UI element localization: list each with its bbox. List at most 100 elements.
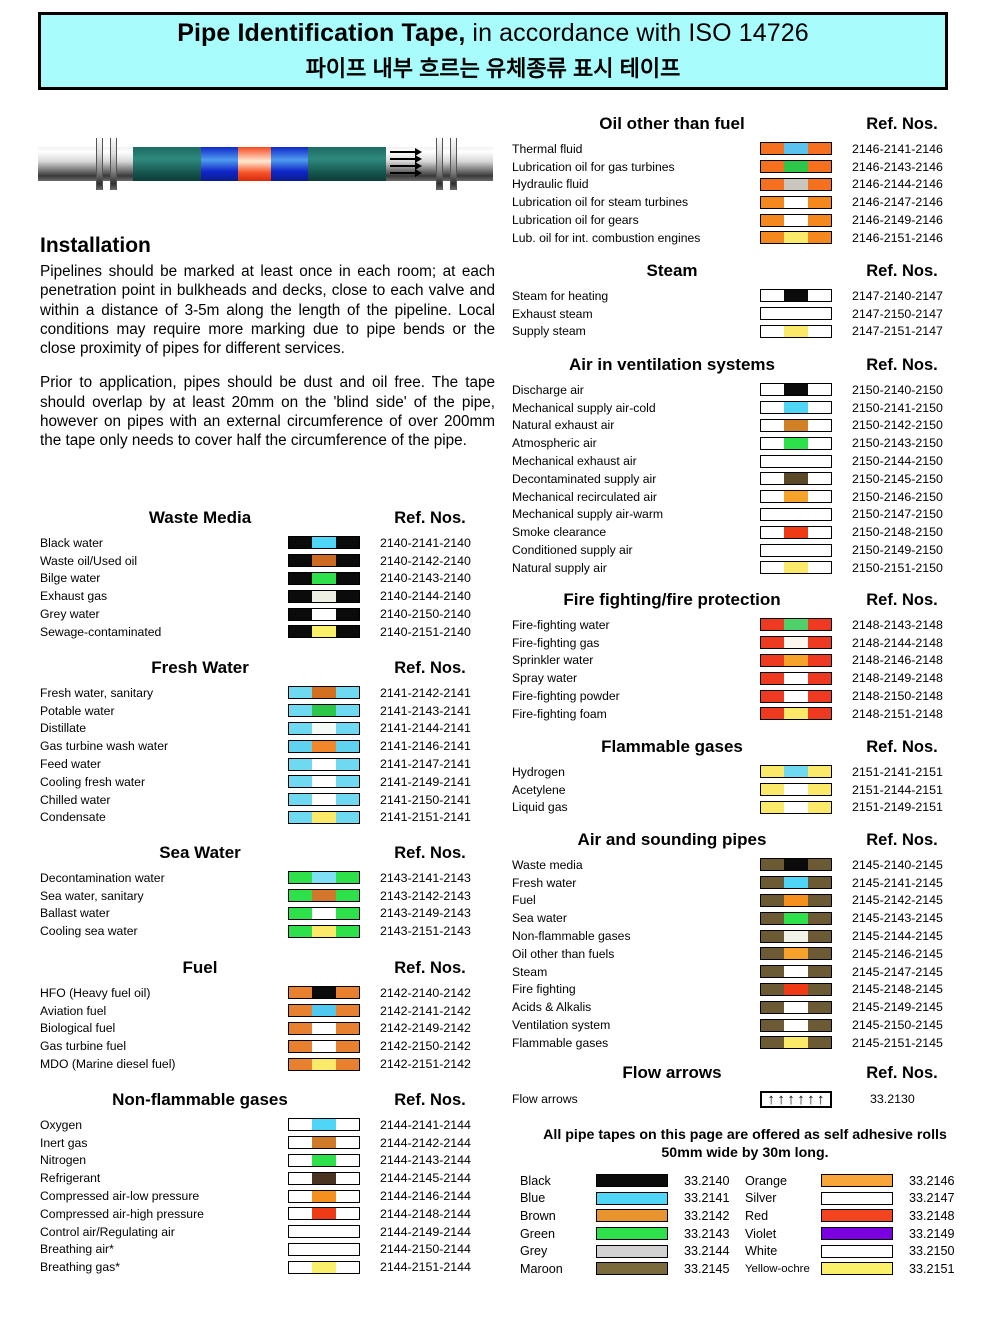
tape-ref-number: 2150-2144-2150 (852, 454, 943, 469)
swatch-edge-left (289, 1119, 313, 1131)
tape-swatch-cell (760, 289, 852, 303)
legend-color-name: White (745, 1244, 778, 1259)
tape-row: Fire-fighting water 2148-2143-2148 (512, 616, 972, 634)
swatch-edge-left (761, 1001, 785, 1013)
tape-swatch-cell (760, 636, 852, 650)
swatch-center-band (312, 811, 336, 823)
tape-swatch-cell (288, 536, 380, 550)
tape-ref-number: 2145-2146-2145 (852, 946, 943, 961)
section-title: Air and sounding pipes (577, 830, 767, 849)
tape-ref-number: 2148-2146-2148 (852, 653, 943, 668)
swatch-edge-left (289, 626, 313, 638)
swatch-edge-left (289, 590, 313, 602)
section-title: Flammable gases (601, 737, 743, 756)
section-rows: Decontamination water 2143-2141-2143 Sea w… (40, 869, 500, 940)
swatch-edge-left (761, 325, 785, 337)
tape-row-label: Ballast water (40, 906, 110, 921)
swatch-center-band (312, 687, 336, 699)
tape-ref-number: 2148-2150-2148 (852, 689, 943, 704)
legend-ref-number: 33.2151 (909, 1261, 955, 1276)
tape-row-label: Lubrication oil for gas turbines (512, 159, 675, 174)
tape-ref-number: 2140-2142-2140 (380, 553, 471, 568)
tape-row: Exhaust steam 2147-2150-2147 (512, 305, 972, 323)
tape-swatch-cell (288, 1242, 380, 1256)
tape-row: Oxygen 2144-2141-2144 (40, 1116, 500, 1134)
tape-swatch-cell (288, 1136, 380, 1150)
tape-row: Steam 2145-2147-2145 (512, 963, 972, 981)
swatch-edge-left (289, 1022, 313, 1034)
swatch-center-band (312, 1243, 336, 1255)
tape-ref-number: 2144-2151-2144 (380, 1260, 471, 1275)
tape-color-swatch (760, 1000, 832, 1014)
section-title: Air in ventilation systems (569, 355, 775, 374)
arrow-up-icon: ↑ (777, 1090, 785, 1108)
tape-swatch-cell (760, 689, 852, 703)
tape-ref-number: 2141-2146-2141 (380, 739, 471, 754)
tape-swatch-cell (288, 1225, 380, 1239)
section-header: Oil other than fuel Ref. Nos. (512, 114, 972, 134)
swatch-edge-right (335, 1119, 359, 1131)
tape-row: Distillate 2141-2144-2141 (40, 720, 500, 738)
tape-row-label: Spray water (512, 671, 578, 686)
swatch-edge-left (289, 987, 313, 999)
tape-ref-number: 2150-2147-2150 (852, 507, 943, 522)
tape-ref-number: 2146-2151-2146 (852, 230, 943, 245)
swatch-edge-left (761, 672, 785, 684)
tape-swatch-cell (760, 1018, 852, 1032)
tape-color-swatch (760, 418, 832, 432)
tape-row-label: Natural supply air (512, 560, 607, 575)
legend-ref-number: 33.2142 (684, 1208, 730, 1223)
tape-color-swatch (760, 142, 832, 156)
tape-swatch-cell (288, 810, 380, 824)
swatch-edge-right (807, 473, 831, 485)
tape-row-label: Waste oil/Used oil (40, 553, 138, 568)
tape-ref-number: 2142-2150-2142 (380, 1039, 471, 1054)
tape-row-label: Ventilation system (512, 1018, 611, 1033)
tape-swatch-cell (760, 618, 852, 632)
tape-row-label: Exhaust steam (512, 306, 593, 321)
swatch-center-band (784, 966, 808, 978)
swatch-edge-right (807, 232, 831, 244)
swatch-edge-left (289, 794, 313, 806)
swatch-edge-left (761, 402, 785, 414)
swatch-center-band (784, 894, 808, 906)
tape-row: Biological fuel 2142-2149-2142 (40, 1020, 500, 1038)
legend-color-swatch (596, 1209, 668, 1223)
swatch-edge-right (807, 948, 831, 960)
tape-ref-number: 2145-2141-2145 (852, 875, 943, 890)
tape-row: Mechanical recirculated air 2150-2146-215… (512, 488, 972, 506)
swatch-edge-left (289, 555, 313, 567)
section-rows: Discharge air 2150-2140-2150 Mechanical su… (512, 381, 972, 577)
section-header: Flammable gases Ref. Nos. (512, 737, 972, 757)
tape-ref-number: 2145-2142-2145 (852, 893, 943, 908)
swatch-center-band (784, 877, 808, 889)
tape-swatch-cell (760, 965, 852, 979)
tape-color-swatch (288, 986, 360, 1000)
tape-row-label: Grey water (40, 607, 100, 622)
tape-ref-number: 2141-2144-2141 (380, 721, 471, 736)
section-waste-media: Waste Media Ref. Nos. Black water 2140-2141… (40, 508, 500, 641)
swatch-edge-right (335, 872, 359, 884)
installation-paragraph-1: Pipelines should be marked at least once… (40, 263, 495, 358)
tape-ref-number: 2147-2151-2147 (852, 324, 943, 339)
swatch-edge-right (807, 766, 831, 778)
swatch-edge-right (807, 437, 831, 449)
tape-row-label: Condensate (40, 810, 106, 825)
tape-row-label: Waste media (512, 857, 583, 872)
tape-swatch-cell (760, 418, 852, 432)
swatch-edge-right (335, 1226, 359, 1238)
tape-ref-number: 2144-2146-2144 (380, 1189, 471, 1204)
tape-ref-number: 2142-2149-2142 (380, 1021, 471, 1036)
swatch-edge-right (335, 687, 359, 699)
swatch-center-band (312, 1022, 336, 1034)
tape-ref-number: 33.2130 (870, 1092, 915, 1106)
swatch-center-band (312, 925, 336, 937)
tape-ref-number: 2150-2151-2150 (852, 560, 943, 575)
tape-ref-number: 2141-2149-2141 (380, 774, 471, 789)
legend-ref-number: 33.2148 (909, 1208, 955, 1223)
section-ref-header: Ref. Nos. (866, 738, 938, 756)
section-flammable-gases: Flammable gases Ref. Nos. Hydrogen 2151-214… (512, 737, 972, 816)
tape-ref-number: 2143-2149-2143 (380, 906, 471, 921)
legend-row: Green 33.2143 (520, 1225, 745, 1243)
tape-row-label: Flow arrows (512, 1092, 578, 1106)
